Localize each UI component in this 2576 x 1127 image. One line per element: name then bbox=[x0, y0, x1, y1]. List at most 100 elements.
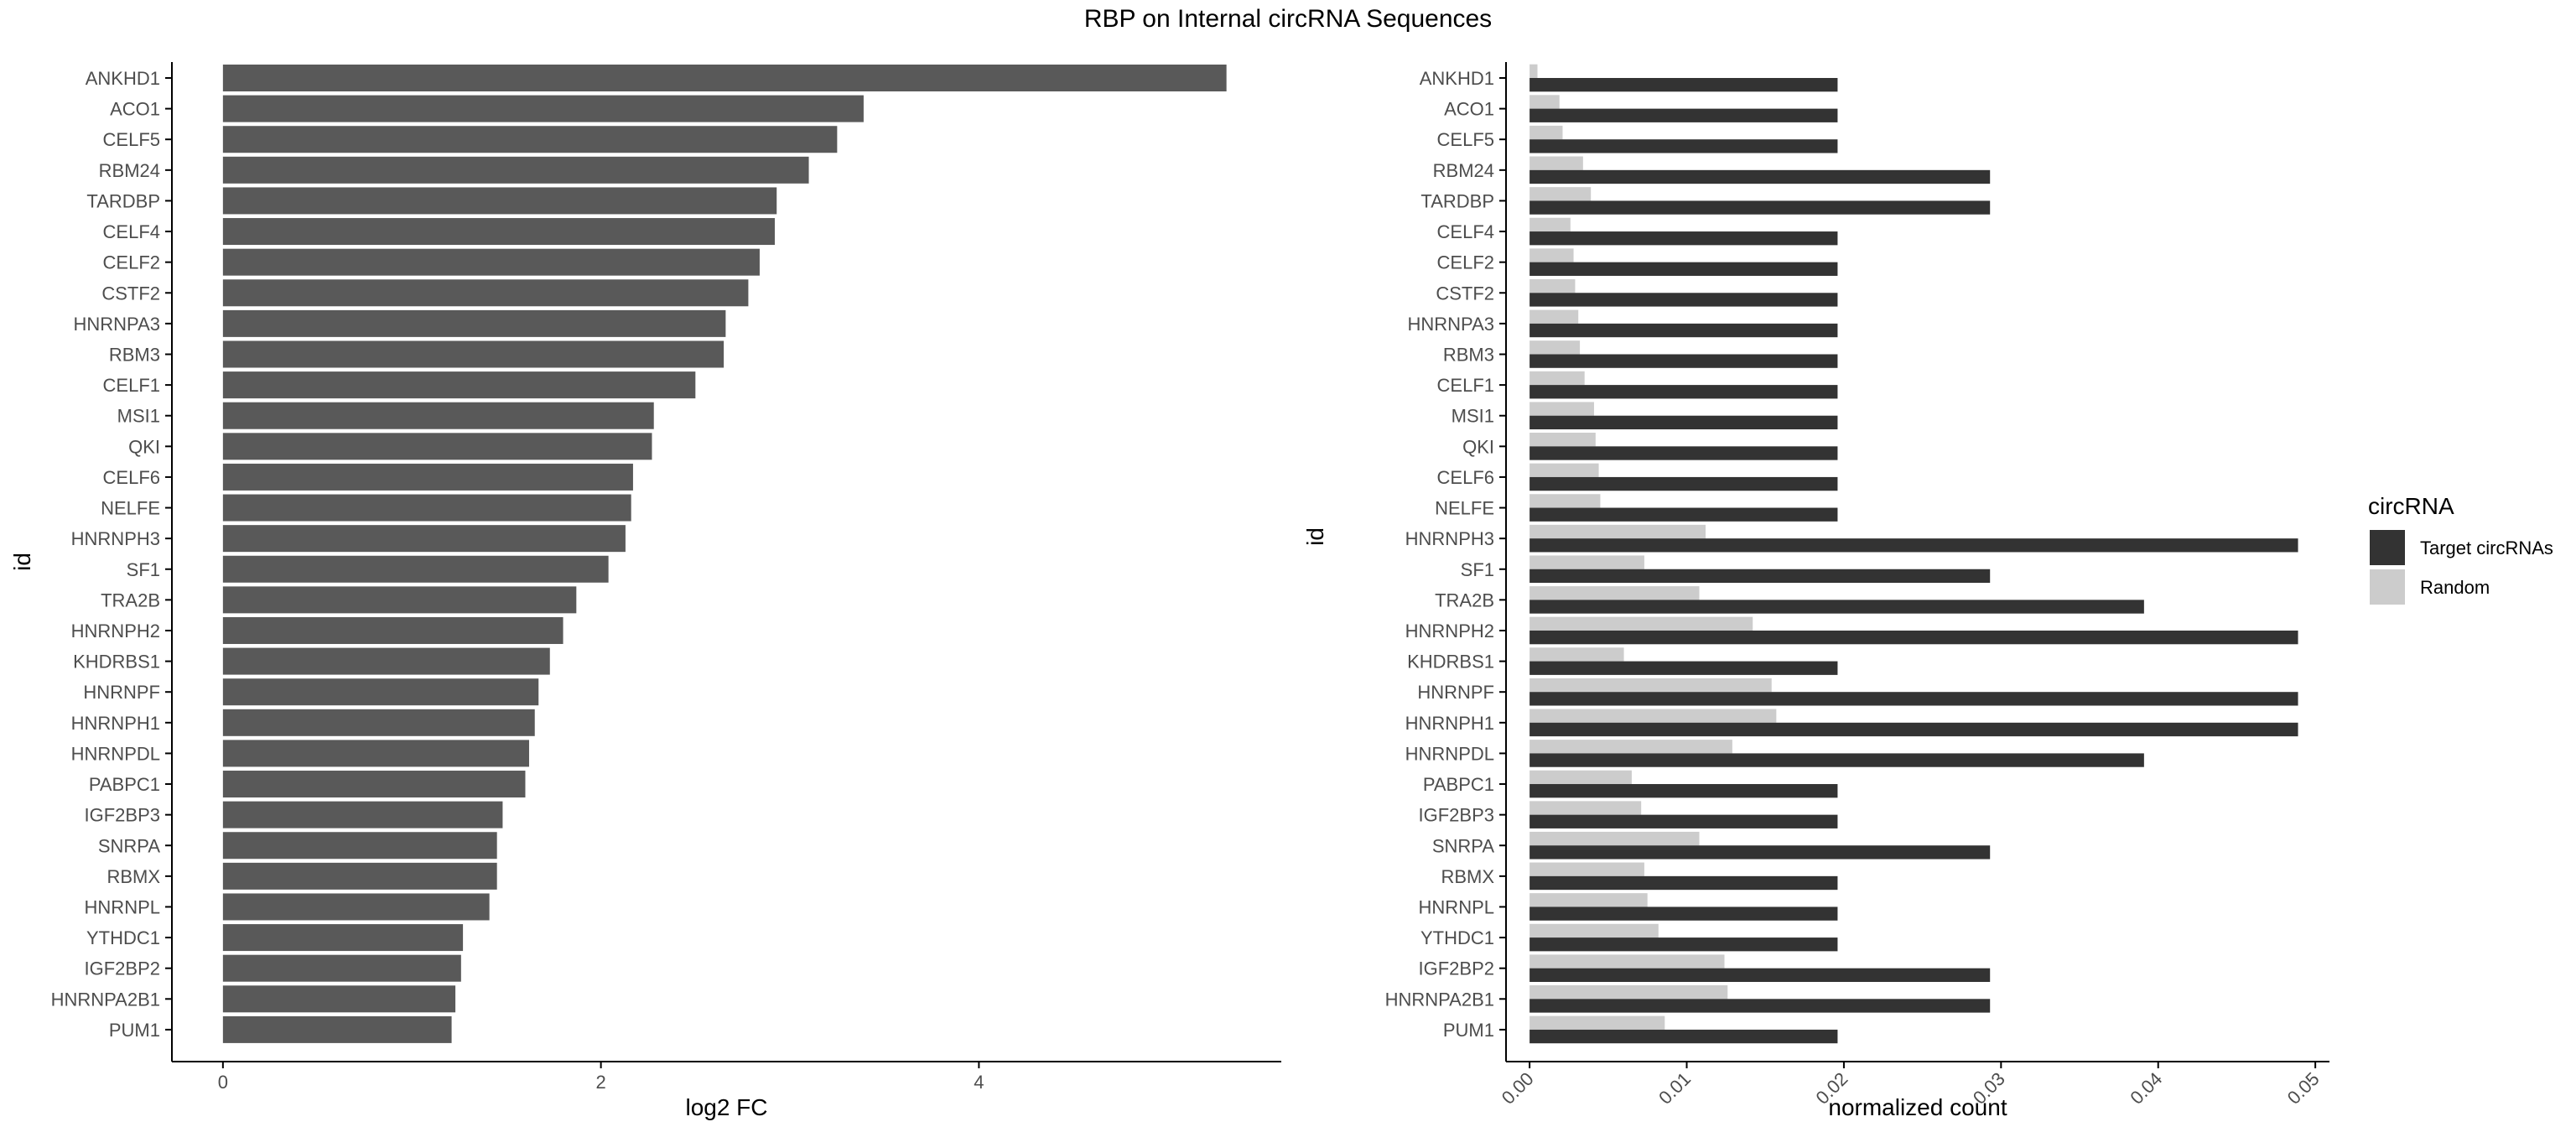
bar-target-celf5 bbox=[1530, 139, 1838, 153]
bar-cstf2 bbox=[222, 279, 749, 307]
bar-celf2 bbox=[222, 248, 760, 276]
y-tick-label-rbm24: RBM24 bbox=[99, 160, 160, 181]
bar-target-hnrnph2 bbox=[1530, 630, 2298, 645]
chart-title: RBP on Internal circRNA Sequences bbox=[1084, 5, 1492, 33]
y-tick-label-hnrnph3: HNRNPH3 bbox=[71, 528, 160, 549]
bar-target-celf1 bbox=[1530, 385, 1838, 399]
y-tick-label-tardbp: TARDBP bbox=[86, 190, 160, 211]
bar-random-pum1 bbox=[1530, 1015, 1665, 1030]
y-axis-title: id bbox=[9, 553, 35, 571]
bar-target-snrpa bbox=[1530, 845, 1991, 860]
y-tick-label-hnrnpf: HNRNPF bbox=[83, 682, 160, 703]
y-tick-label-pabpc1: PABPC1 bbox=[89, 774, 160, 795]
legend-label-target-circrnas: Target circRNAs bbox=[2420, 538, 2553, 558]
y-tick-label-msi1: MSI1 bbox=[1452, 406, 1494, 427]
bar-random-hnrnpdl bbox=[1530, 740, 1732, 754]
y-tick-label-aco1: ACO1 bbox=[110, 99, 160, 120]
y-tick-label-celf6: CELF6 bbox=[1437, 467, 1494, 488]
y-tick-label-hnrnph2: HNRNPH2 bbox=[71, 621, 160, 641]
y-axis-title: id bbox=[1302, 527, 1328, 546]
bar-random-khdrbs1 bbox=[1530, 647, 1624, 662]
y-tick-label-sf1: SF1 bbox=[127, 559, 160, 580]
bar-tra2b bbox=[222, 586, 577, 614]
bar-target-tra2b bbox=[1530, 600, 2144, 614]
bar-target-tardbp bbox=[1530, 200, 1991, 215]
bar-random-ankhd1 bbox=[1530, 64, 1538, 78]
bar-tardbp bbox=[222, 187, 777, 215]
y-tick-label-snrpa: SNRPA bbox=[98, 835, 160, 856]
y-tick-label-hnrnpa3: HNRNPA3 bbox=[73, 314, 160, 335]
legend-label-random: Random bbox=[2420, 577, 2490, 598]
bar-igf2bp2 bbox=[222, 954, 461, 982]
bar-random-cstf2 bbox=[1530, 278, 1576, 293]
bar-target-rbm24 bbox=[1530, 169, 1991, 184]
bar-target-cstf2 bbox=[1530, 293, 1838, 307]
y-tick-label-celf2: CELF2 bbox=[1437, 252, 1494, 273]
y-tick-label-hnrnpl: HNRNPL bbox=[85, 896, 160, 917]
y-tick-label-igf2bp3: IGF2BP3 bbox=[85, 805, 160, 826]
bar-ythdc1 bbox=[222, 924, 464, 952]
y-tick-label-igf2bp3: IGF2BP3 bbox=[1419, 805, 1494, 826]
y-tick-label-igf2bp2: IGF2BP2 bbox=[1419, 958, 1494, 979]
bar-msi1 bbox=[222, 402, 654, 429]
y-tick-label-qki: QKI bbox=[1462, 436, 1494, 457]
x-axis-title: normalized count bbox=[1828, 1094, 2007, 1120]
y-tick-label-aco1: ACO1 bbox=[1444, 99, 1494, 120]
bar-random-igf2bp3 bbox=[1530, 801, 1642, 815]
y-tick-label-rbm3: RBM3 bbox=[1443, 344, 1494, 365]
y-tick-label-khdrbs1: KHDRBS1 bbox=[73, 652, 160, 673]
bar-random-rbm24 bbox=[1530, 156, 1583, 170]
bar-random-snrpa bbox=[1530, 831, 1700, 846]
y-tick-label-hnrnph1: HNRNPH1 bbox=[71, 713, 160, 734]
y-tick-label-ythdc1: YTHDC1 bbox=[1420, 927, 1494, 948]
y-tick-label-pum1: PUM1 bbox=[109, 1020, 160, 1041]
log2fc-bar-chart: ANKHD1 ACO1 CELF5 RBM24 TARDBP CELF4 CELF2 CSTF… bbox=[9, 62, 1281, 1120]
bar-target-hnrnpa2b1 bbox=[1530, 999, 1991, 1013]
y-tick-label-hnrnpf: HNRNPF bbox=[1417, 682, 1494, 703]
bar-random-hnrnph1 bbox=[1530, 709, 1777, 723]
bar-hnrnpdl bbox=[222, 740, 529, 767]
bar-rbm3 bbox=[222, 340, 724, 368]
bar-target-igf2bp3 bbox=[1530, 814, 1838, 828]
y-tick-label-rbm3: RBM3 bbox=[109, 344, 160, 365]
bar-target-hnrnph1 bbox=[1530, 722, 2298, 737]
y-tick-label-tra2b: TRA2B bbox=[1435, 589, 1494, 610]
bar-random-sf1 bbox=[1530, 555, 1644, 569]
y-tick-label-hnrnpdl: HNRNPDL bbox=[1405, 743, 1494, 764]
bar-celf6 bbox=[222, 463, 633, 491]
bar-target-igf2bp2 bbox=[1530, 968, 1991, 982]
x-tick-label: 0 bbox=[218, 1072, 228, 1093]
bar-celf4 bbox=[222, 218, 775, 246]
y-tick-label-pum1: PUM1 bbox=[1443, 1020, 1494, 1041]
bar-random-celf2 bbox=[1530, 248, 1574, 262]
y-tick-label-rbmx: RBMX bbox=[106, 866, 160, 887]
y-tick-label-rbm24: RBM24 bbox=[1433, 160, 1494, 181]
y-tick-label-hnrnpa2b1: HNRNPA2B1 bbox=[51, 989, 160, 1010]
y-tick-label-cstf2: CSTF2 bbox=[1436, 283, 1494, 304]
bar-hnrnpa2b1 bbox=[222, 985, 456, 1013]
bar-khdrbs1 bbox=[222, 647, 550, 675]
bar-target-ankhd1 bbox=[1530, 78, 1838, 92]
bar-pabpc1 bbox=[222, 771, 526, 798]
bar-target-hnrnpl bbox=[1530, 906, 1838, 921]
bar-hnrnph3 bbox=[222, 525, 626, 553]
bar-qki bbox=[222, 433, 652, 460]
legend-swatch-target-circrnas bbox=[2370, 530, 2405, 565]
bar-random-hnrnpf bbox=[1530, 678, 1772, 693]
y-tick-label-snrpa: SNRPA bbox=[1432, 835, 1494, 856]
y-tick-label-igf2bp2: IGF2BP2 bbox=[85, 958, 160, 979]
bar-random-rbm3 bbox=[1530, 340, 1581, 355]
y-tick-label-celf6: CELF6 bbox=[103, 467, 160, 488]
y-tick-label-celf4: CELF4 bbox=[1437, 221, 1494, 242]
bar-target-pabpc1 bbox=[1530, 784, 1838, 798]
bar-rbm24 bbox=[222, 156, 809, 184]
bar-nelfe bbox=[222, 494, 631, 522]
bar-hnrnpf bbox=[222, 678, 539, 706]
legend: circRNA Target circRNAs Random bbox=[2368, 493, 2553, 605]
bar-random-hnrnph3 bbox=[1530, 524, 1706, 539]
x-tick-label: 4 bbox=[974, 1072, 984, 1093]
y-tick-label-msi1: MSI1 bbox=[117, 406, 160, 427]
bar-random-ythdc1 bbox=[1530, 923, 1659, 938]
bar-hnrnph2 bbox=[222, 616, 564, 644]
legend-title: circRNA bbox=[2368, 493, 2454, 519]
